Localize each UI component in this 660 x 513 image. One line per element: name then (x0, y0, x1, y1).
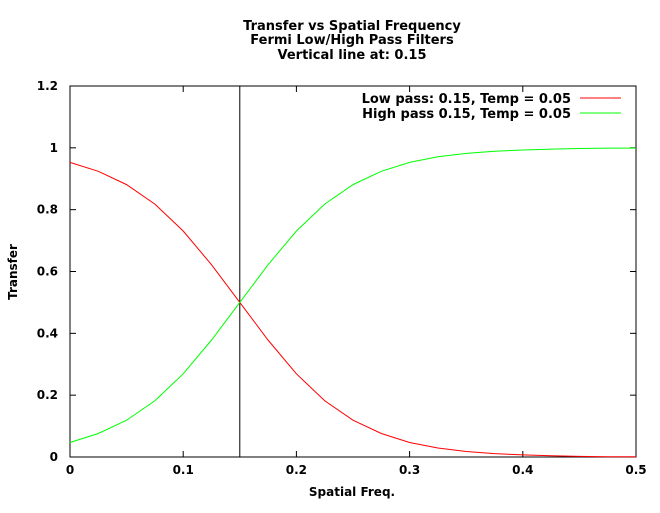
series-line-0 (69, 161, 636, 458)
y-tick-label: 0.4 (37, 326, 58, 340)
x-tick-label: 0.1 (173, 463, 194, 477)
chart-title-line-1: Transfer vs Spatial Frequency (243, 19, 461, 34)
x-tick-label: 0.2 (286, 463, 307, 477)
plot-frame (69, 85, 637, 458)
y-axis-label: Transfer (6, 244, 20, 300)
x-tick-label: 0.5 (625, 463, 646, 477)
y-tick-label: 0 (50, 450, 58, 464)
axis-ticks: 0 0.2 0.4 0.6 0.8 1 1.2 0 0.1 0.2 0.3 0.4 0.5 (37, 79, 647, 477)
legend-label-0: Low pass: 0.15, Temp = 0.05 (362, 92, 571, 107)
x-axis-label: Spatial Freq. (309, 485, 395, 499)
y-tick-label: 0.8 (37, 203, 58, 217)
x-tick-label: 0.3 (399, 463, 420, 477)
legend-label-1: High pass 0.15, Temp = 0.05 (362, 107, 571, 122)
x-tick-label: 0.4 (512, 463, 533, 477)
y-tick-label: 1 (50, 141, 58, 155)
chart-title-line-2: Fermi Low/High Pass Filters (250, 33, 454, 48)
chart-title-line-3: Vertical line at: 0.15 (277, 48, 426, 63)
series-lines (69, 147, 636, 458)
y-tick-label: 0.6 (37, 265, 58, 279)
x-tick-label: 0 (66, 463, 74, 477)
y-tick-label: 0.2 (37, 388, 58, 402)
y-tick-label: 1.2 (37, 79, 58, 93)
series-line-1 (69, 147, 636, 443)
